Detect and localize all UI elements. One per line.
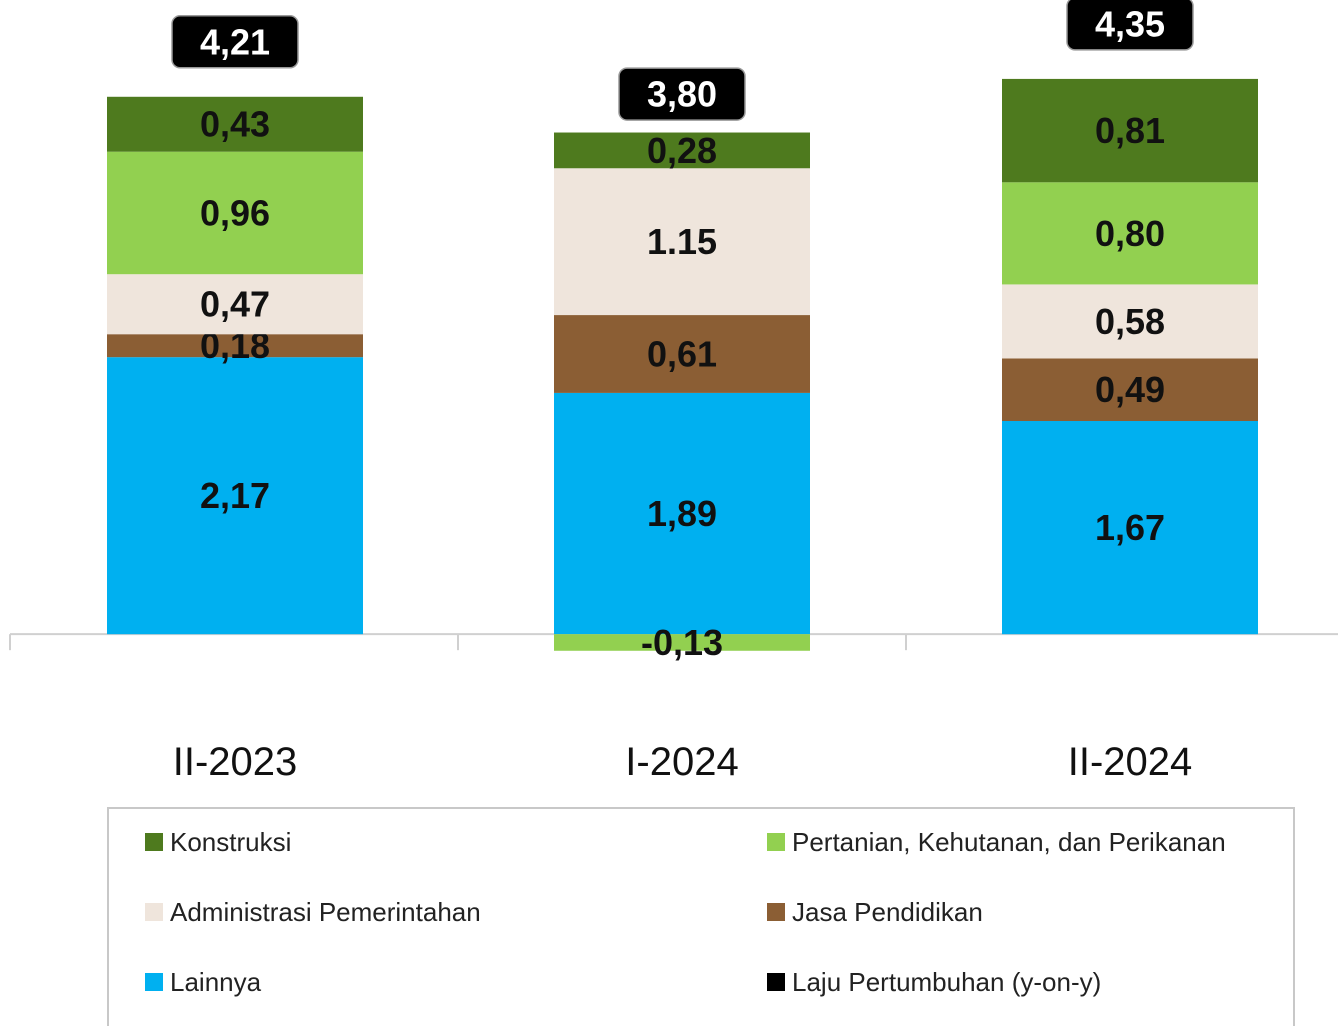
bar-segment	[1002, 78, 1258, 183]
total-box	[171, 15, 299, 69]
legend-label: Lainnya	[170, 967, 262, 997]
legend-swatch	[145, 973, 163, 991]
value-label: 1,89	[647, 493, 717, 534]
bar-segment	[107, 151, 363, 275]
legend-swatch	[767, 973, 785, 991]
bar-segment	[107, 274, 363, 335]
bar-segment	[1002, 284, 1258, 359]
bar-segment	[554, 168, 810, 316]
legend-swatch	[145, 903, 163, 921]
legend-label: Pertanian, Kehutanan, dan Perikanan	[792, 827, 1226, 857]
legend-swatch	[767, 833, 785, 851]
bar-segment	[554, 634, 810, 651]
value-label: 0,80	[1095, 213, 1165, 254]
value-label: 1.15	[647, 221, 717, 262]
legend-swatch	[145, 833, 163, 851]
value-label: 1,67	[1095, 507, 1165, 548]
legend-box	[107, 807, 1295, 1026]
total-box	[1066, 0, 1194, 51]
bar-segment	[554, 392, 810, 635]
value-label: 0,49	[1095, 369, 1165, 410]
value-label: 0,61	[647, 333, 717, 374]
bar-segment	[1002, 358, 1258, 422]
value-label: 0,96	[200, 192, 270, 233]
total-label: 4,21	[200, 21, 270, 62]
legend-label: Jasa Pendidikan	[792, 897, 983, 927]
legend-label: Administrasi Pemerintahan	[170, 897, 481, 927]
value-label: 0,81	[1095, 110, 1165, 151]
value-label: 2,17	[200, 475, 270, 516]
value-label: 0,47	[200, 284, 270, 325]
bar-segment	[107, 96, 363, 152]
total-label: 3,80	[647, 74, 717, 115]
bar-segment	[107, 357, 363, 635]
value-label: 0,58	[1095, 301, 1165, 342]
bar-segment	[1002, 182, 1258, 285]
x-tick-label: II-2023	[173, 740, 298, 784]
value-label: -0,13	[641, 622, 723, 663]
legend-swatch	[767, 903, 785, 921]
bar-segment	[554, 132, 810, 169]
value-label: 0,28	[647, 130, 717, 171]
legend-label: Laju Pertumbuhan (y-on-y)	[792, 967, 1101, 997]
x-tick-label: I-2024	[625, 740, 738, 784]
x-tick-label: II-2024	[1068, 740, 1193, 784]
bar-segment	[554, 315, 810, 393]
total-box	[618, 67, 746, 121]
total-label: 4,35	[1095, 3, 1165, 44]
bar-segment	[107, 334, 363, 358]
bar-segment	[1002, 421, 1258, 635]
value-label: 0,43	[200, 104, 270, 145]
legend-label: Konstruksi	[170, 827, 291, 857]
